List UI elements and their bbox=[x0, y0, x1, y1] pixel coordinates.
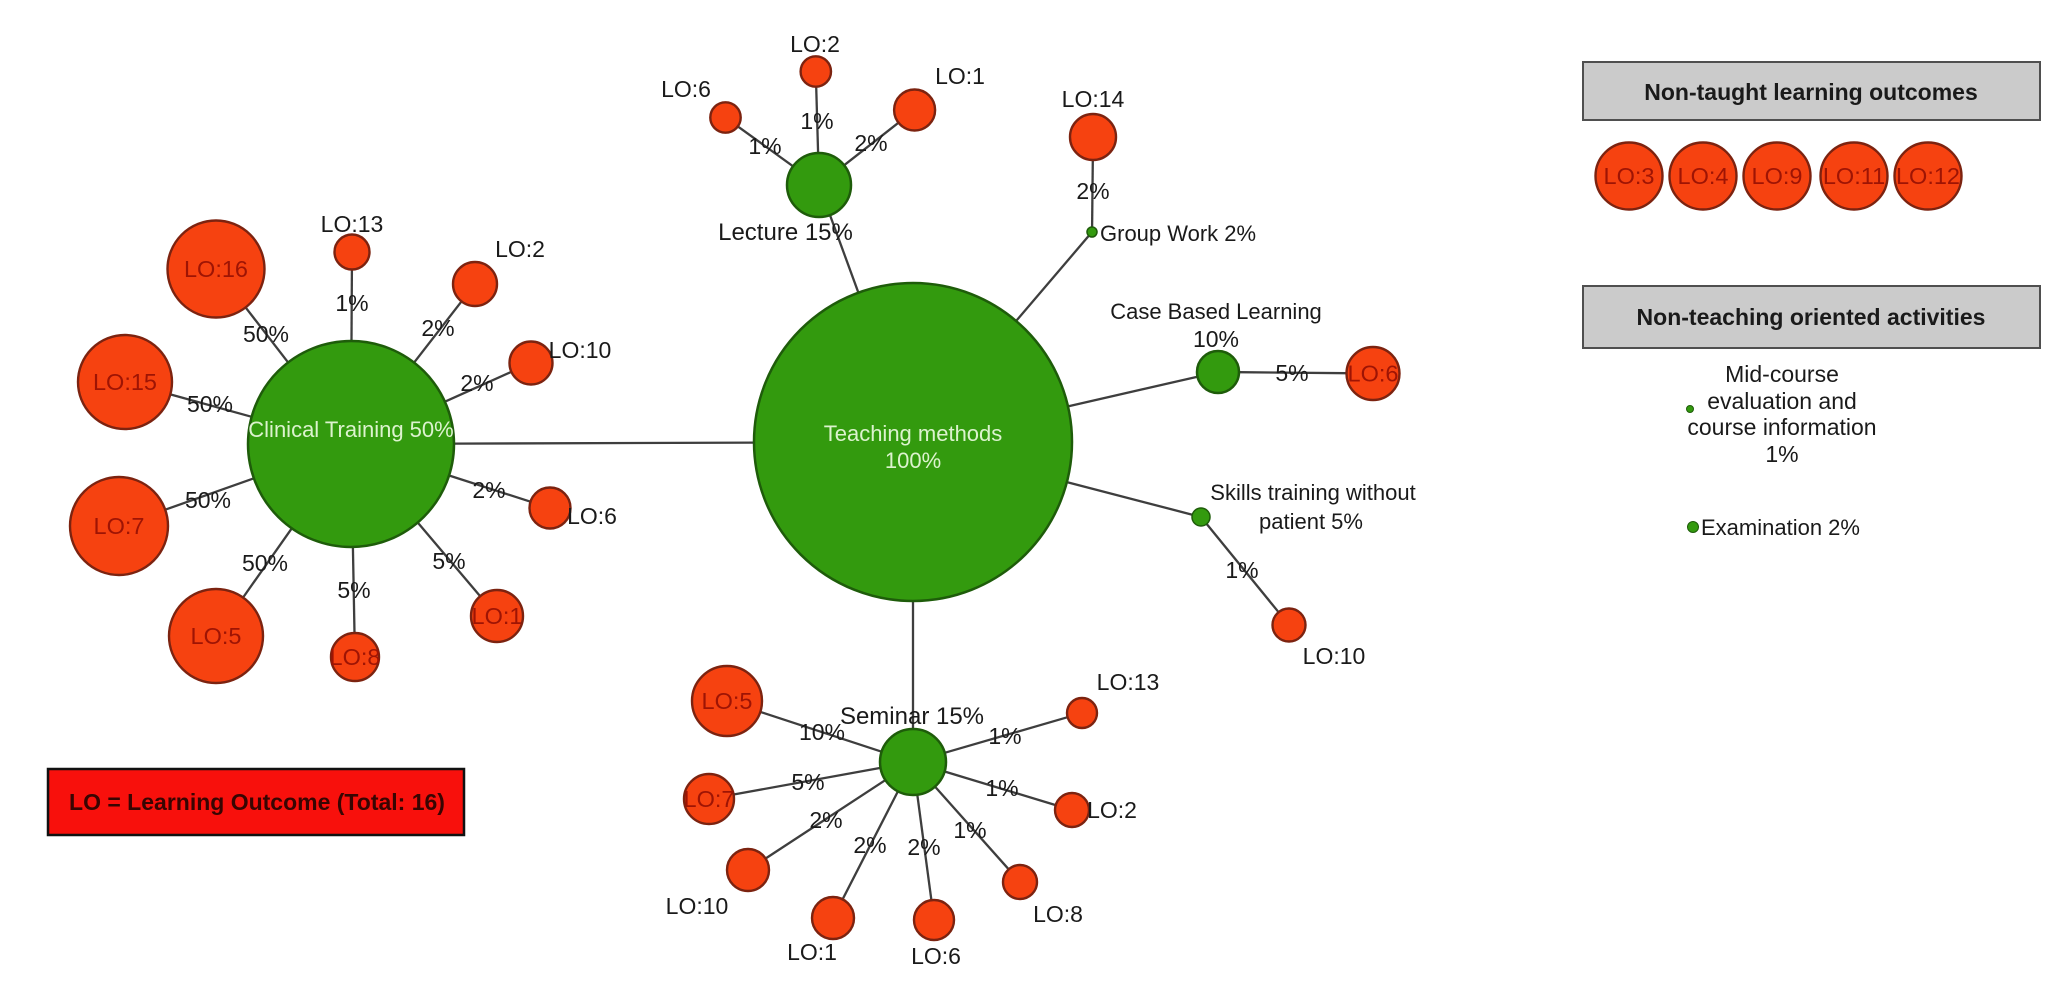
svg-text:LO:5: LO:5 bbox=[702, 688, 753, 714]
svg-text:Lecture 15%: Lecture 15% bbox=[718, 219, 853, 246]
svg-text:LO:1: LO:1 bbox=[935, 63, 985, 89]
svg-text:2%: 2% bbox=[853, 832, 886, 858]
svg-text:10%: 10% bbox=[799, 719, 845, 745]
svg-text:1%: 1% bbox=[335, 290, 368, 316]
svg-text:2%: 2% bbox=[854, 130, 887, 156]
svg-text:LO:8: LO:8 bbox=[330, 644, 381, 670]
svg-text:Non-taught learning outcomes: Non-taught learning outcomes bbox=[1644, 79, 1978, 105]
svg-text:LO:13: LO:13 bbox=[321, 211, 384, 237]
svg-text:Skills training without: Skills training without bbox=[1210, 480, 1415, 505]
svg-text:LO:10: LO:10 bbox=[549, 337, 612, 363]
svg-text:10%: 10% bbox=[1193, 326, 1239, 352]
svg-text:2%: 2% bbox=[460, 370, 493, 396]
svg-text:LO:12: LO:12 bbox=[1896, 163, 1960, 189]
svg-text:1%: 1% bbox=[800, 108, 833, 134]
svg-text:1%: 1% bbox=[953, 817, 986, 843]
svg-text:2%: 2% bbox=[1076, 178, 1109, 204]
svg-text:LO:6: LO:6 bbox=[661, 76, 711, 102]
svg-text:1%: 1% bbox=[985, 775, 1018, 801]
svg-text:5%: 5% bbox=[337, 577, 370, 603]
svg-text:5%: 5% bbox=[432, 548, 465, 574]
svg-text:LO:1: LO:1 bbox=[787, 939, 837, 965]
svg-text:Seminar 15%: Seminar 15% bbox=[840, 703, 984, 730]
svg-text:LO:13: LO:13 bbox=[1097, 669, 1160, 695]
svg-text:Mid-course: Mid-course bbox=[1725, 361, 1839, 387]
svg-text:course information: course information bbox=[1687, 414, 1876, 440]
svg-text:2%: 2% bbox=[421, 315, 454, 341]
svg-text:LO:16: LO:16 bbox=[184, 256, 248, 282]
svg-text:LO:2: LO:2 bbox=[1087, 797, 1137, 823]
svg-text:Examination 2%: Examination 2% bbox=[1701, 515, 1860, 540]
svg-text:LO:15: LO:15 bbox=[93, 369, 157, 395]
svg-text:LO:6: LO:6 bbox=[911, 943, 961, 969]
svg-text:LO:9: LO:9 bbox=[1752, 163, 1803, 189]
svg-text:LO:3: LO:3 bbox=[1604, 163, 1655, 189]
svg-text:1%: 1% bbox=[748, 133, 781, 159]
svg-text:LO:7: LO:7 bbox=[684, 786, 735, 812]
svg-text:evaluation and: evaluation and bbox=[1707, 388, 1857, 414]
svg-text:LO:1: LO:1 bbox=[472, 603, 523, 629]
svg-text:2%: 2% bbox=[809, 807, 842, 833]
svg-text:Non-teaching oriented activiti: Non-teaching oriented activities bbox=[1637, 304, 1986, 330]
svg-text:50%: 50% bbox=[185, 487, 231, 513]
svg-text:LO:4: LO:4 bbox=[1678, 163, 1729, 189]
svg-text:Teaching methods: Teaching methods bbox=[824, 421, 1003, 446]
svg-text:50%: 50% bbox=[243, 321, 289, 347]
svg-text:LO:7: LO:7 bbox=[94, 513, 145, 539]
svg-text:1%: 1% bbox=[1765, 441, 1798, 467]
svg-text:LO:10: LO:10 bbox=[1303, 643, 1366, 669]
svg-text:LO = Learning Outcome (Total:: LO = Learning Outcome (Total: 16) bbox=[69, 789, 445, 815]
svg-text:Group Work 2%: Group Work 2% bbox=[1100, 221, 1256, 246]
svg-text:LO:8: LO:8 bbox=[1033, 901, 1083, 927]
svg-text:100%: 100% bbox=[885, 448, 941, 473]
svg-text:LO:11: LO:11 bbox=[1823, 163, 1885, 189]
svg-text:2%: 2% bbox=[907, 834, 940, 860]
svg-text:50%: 50% bbox=[242, 550, 288, 576]
svg-text:1%: 1% bbox=[988, 723, 1021, 749]
svg-text:LO:6: LO:6 bbox=[567, 503, 617, 529]
svg-text:LO:6: LO:6 bbox=[1348, 361, 1399, 387]
svg-text:2%: 2% bbox=[472, 477, 505, 503]
svg-text:patient 5%: patient 5% bbox=[1259, 509, 1363, 534]
svg-text:LO:5: LO:5 bbox=[191, 623, 242, 649]
svg-text:50%: 50% bbox=[187, 391, 233, 417]
svg-text:Case Based Learning: Case Based Learning bbox=[1110, 299, 1322, 324]
svg-text:LO:2: LO:2 bbox=[495, 236, 545, 262]
svg-text:LO:2: LO:2 bbox=[790, 31, 840, 57]
svg-text:Clinical Training 50%: Clinical Training 50% bbox=[248, 417, 453, 442]
svg-text:1%: 1% bbox=[1225, 557, 1258, 583]
svg-text:LO:14: LO:14 bbox=[1062, 86, 1125, 112]
svg-text:LO:10: LO:10 bbox=[666, 893, 729, 919]
svg-text:5%: 5% bbox=[791, 769, 824, 795]
svg-text:5%: 5% bbox=[1275, 360, 1308, 386]
